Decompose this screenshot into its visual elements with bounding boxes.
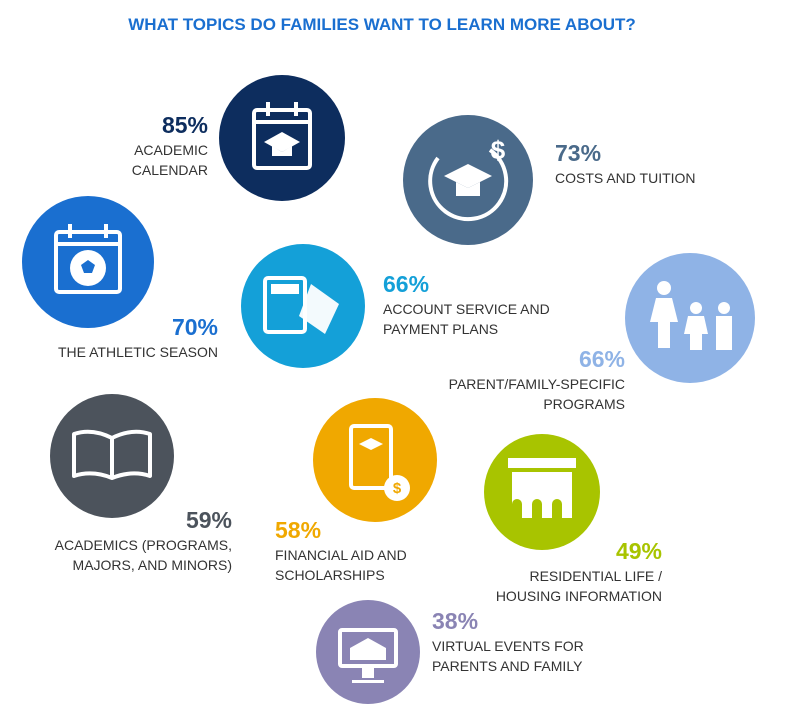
topic-percent: 58% [275, 517, 321, 543]
topic-label: PARENT/FAMILY-SPECIFIC [449, 376, 625, 392]
svg-text:$: $ [393, 480, 402, 497]
topic-label: VIRTUAL EVENTS FOR [432, 638, 584, 654]
monitor-icon [338, 628, 398, 683]
topic-label: PAYMENT PLANS [383, 321, 498, 337]
topic-percent: 66% [579, 346, 625, 372]
tuition-icon: $ [428, 135, 509, 222]
topic-percent: 59% [186, 507, 232, 533]
topic-label: FINANCIAL AID AND [275, 547, 407, 563]
diploma-icon: $ [349, 424, 410, 501]
topic-percent: 85% [162, 112, 208, 138]
calculator-icon [263, 276, 339, 334]
topic-circle [313, 398, 437, 522]
icons: $ $ [54, 102, 732, 683]
topic-label: PARENTS AND FAMILY [432, 658, 583, 674]
texts: 85% ACADEMIC CALENDAR 73% COSTS AND TUITION 7… [55, 112, 696, 674]
topic-percent: 70% [172, 314, 218, 340]
svg-text:$: $ [491, 135, 506, 165]
topic-label: COSTS AND TUITION [555, 170, 696, 186]
topic-label: PROGRAMS [543, 396, 625, 412]
topic-label: THE ATHLETIC SEASON [58, 344, 218, 360]
topic-percent: 73% [555, 140, 601, 166]
topic-label: ACADEMICS (PROGRAMS, [55, 537, 232, 553]
family-icon [650, 281, 732, 350]
topic-label: HOUSING INFORMATION [496, 588, 662, 604]
building-icon [508, 458, 576, 518]
topic-label: RESIDENTIAL LIFE / [529, 568, 662, 584]
title: WHAT TOPICS DO FAMILIES WANT TO LEARN MO… [128, 15, 635, 34]
topic-label: MAJORS, AND MINORS) [73, 557, 232, 573]
calendar-icon [252, 102, 312, 170]
topic-percent: 38% [432, 608, 478, 634]
book-icon [72, 429, 152, 480]
topic-percent: 49% [616, 538, 662, 564]
topic-percent: 66% [383, 271, 429, 297]
topic-label: CALENDAR [132, 162, 208, 178]
soccer-icon [54, 224, 122, 294]
topic-label: ACCOUNT SERVICE AND [383, 301, 550, 317]
topic-label: SCHOLARSHIPS [275, 567, 385, 583]
topic-label: ACADEMIC [134, 142, 208, 158]
